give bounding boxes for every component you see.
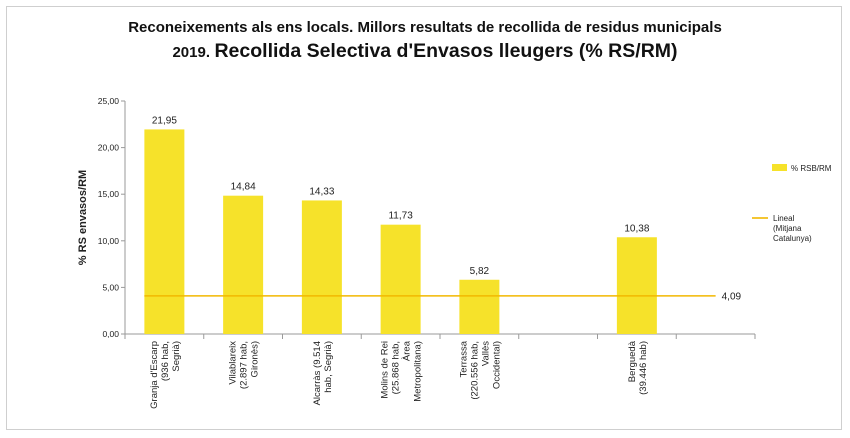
bar-value-label: 5,82 xyxy=(470,266,490,277)
bar xyxy=(459,279,500,334)
x-category-label-line: Vallès xyxy=(480,341,491,366)
x-category-label: Vilablareix (2.897 hab, Gironès) xyxy=(228,341,261,389)
chart-x-tick-labels: Granja d'Escarp (936 hab, Segrià) Vilablare… xyxy=(149,340,649,409)
x-category-label-line: Occidental) xyxy=(491,341,502,389)
bar xyxy=(301,200,342,334)
legend-label-line: Lineal xyxy=(773,214,795,223)
x-category-label-line: Terrassa xyxy=(458,340,469,377)
bar-value-label: 14,84 xyxy=(231,182,256,193)
chart-bars xyxy=(144,129,716,334)
y-tick-label: 15,00 xyxy=(98,189,120,199)
x-category-label-line: (2.897 hab, xyxy=(239,341,250,389)
legend-label-line: Catalunya) xyxy=(773,234,812,243)
x-category-label-line: Metropolitana) xyxy=(413,341,424,402)
y-tick-label: 10,00 xyxy=(98,236,120,246)
x-category-label-line: (936 hab, xyxy=(160,341,171,381)
x-category-label: Terrassa (220.556 hab, Vallès Occidental) xyxy=(458,340,502,399)
x-category-label-line: (39.446 hab) xyxy=(638,341,649,395)
x-category-label: Alcarràs (9.514 hab, Segrià) xyxy=(312,341,334,405)
y-tick-label: 5,00 xyxy=(102,282,119,292)
bar-value-label: 21,95 xyxy=(152,115,177,126)
legend-label-bars: % RSB/RM xyxy=(791,164,832,173)
x-category-label-line: Molins de Rei xyxy=(380,341,391,399)
x-category-label-line: (25.868 hab, xyxy=(391,341,402,394)
bar-value-label: 11,73 xyxy=(388,211,413,222)
x-category-label-line: Alcarràs (9.514 xyxy=(312,341,323,405)
reference-line-value: 4,09 xyxy=(722,291,742,302)
x-category-label-line: Granja d'Escarp xyxy=(149,341,160,409)
legend-swatch-bars xyxy=(772,164,787,171)
chart-title-line1: Reconeixements als ens locals. Millors r… xyxy=(128,19,722,36)
x-category-label-line: Segrià) xyxy=(171,341,182,372)
bar-value-label: 10,38 xyxy=(624,223,649,234)
x-category-label-line: Berguedà xyxy=(627,340,638,382)
chart-data-labels: 21,95 14,84 14,33 11,73 5,82 10,38 4,09 xyxy=(152,115,742,302)
x-category-label: Molins de Rei (25.868 hab, Àrea Metropolita… xyxy=(380,340,424,401)
chart-title-line2: 2019. Recollida Selectiva d'Envasos lleu… xyxy=(0,40,850,63)
chart-title-year: 2019. xyxy=(172,44,211,61)
bar xyxy=(380,224,421,334)
bar-value-label: 14,33 xyxy=(309,186,334,197)
x-category-label-line: Àrea xyxy=(402,340,413,361)
x-category-label-line: Gironès) xyxy=(250,341,261,377)
legend-label-line: (Mitjana xyxy=(773,224,802,233)
y-tick-label: 0,00 xyxy=(102,329,119,339)
bar xyxy=(616,237,657,334)
x-category-label-line: hab, Segrià) xyxy=(323,341,334,393)
y-tick-label: 20,00 xyxy=(98,143,120,153)
x-category-label: Berguedà (39.446 hab) xyxy=(627,340,649,395)
y-axis-label: % RS envasos/RM xyxy=(77,170,89,265)
bar xyxy=(144,129,185,334)
x-category-label-line: Vilablareix xyxy=(228,341,239,385)
x-category-label-line: (220.556 hab, xyxy=(469,341,480,400)
y-tick-label: 25,00 xyxy=(98,96,120,106)
x-category-label: Granja d'Escarp (936 hab, Segrià) xyxy=(149,341,182,409)
bar xyxy=(223,195,264,334)
chart-title-main: Recollida Selectiva d'Envasos lleugers (… xyxy=(214,40,678,62)
